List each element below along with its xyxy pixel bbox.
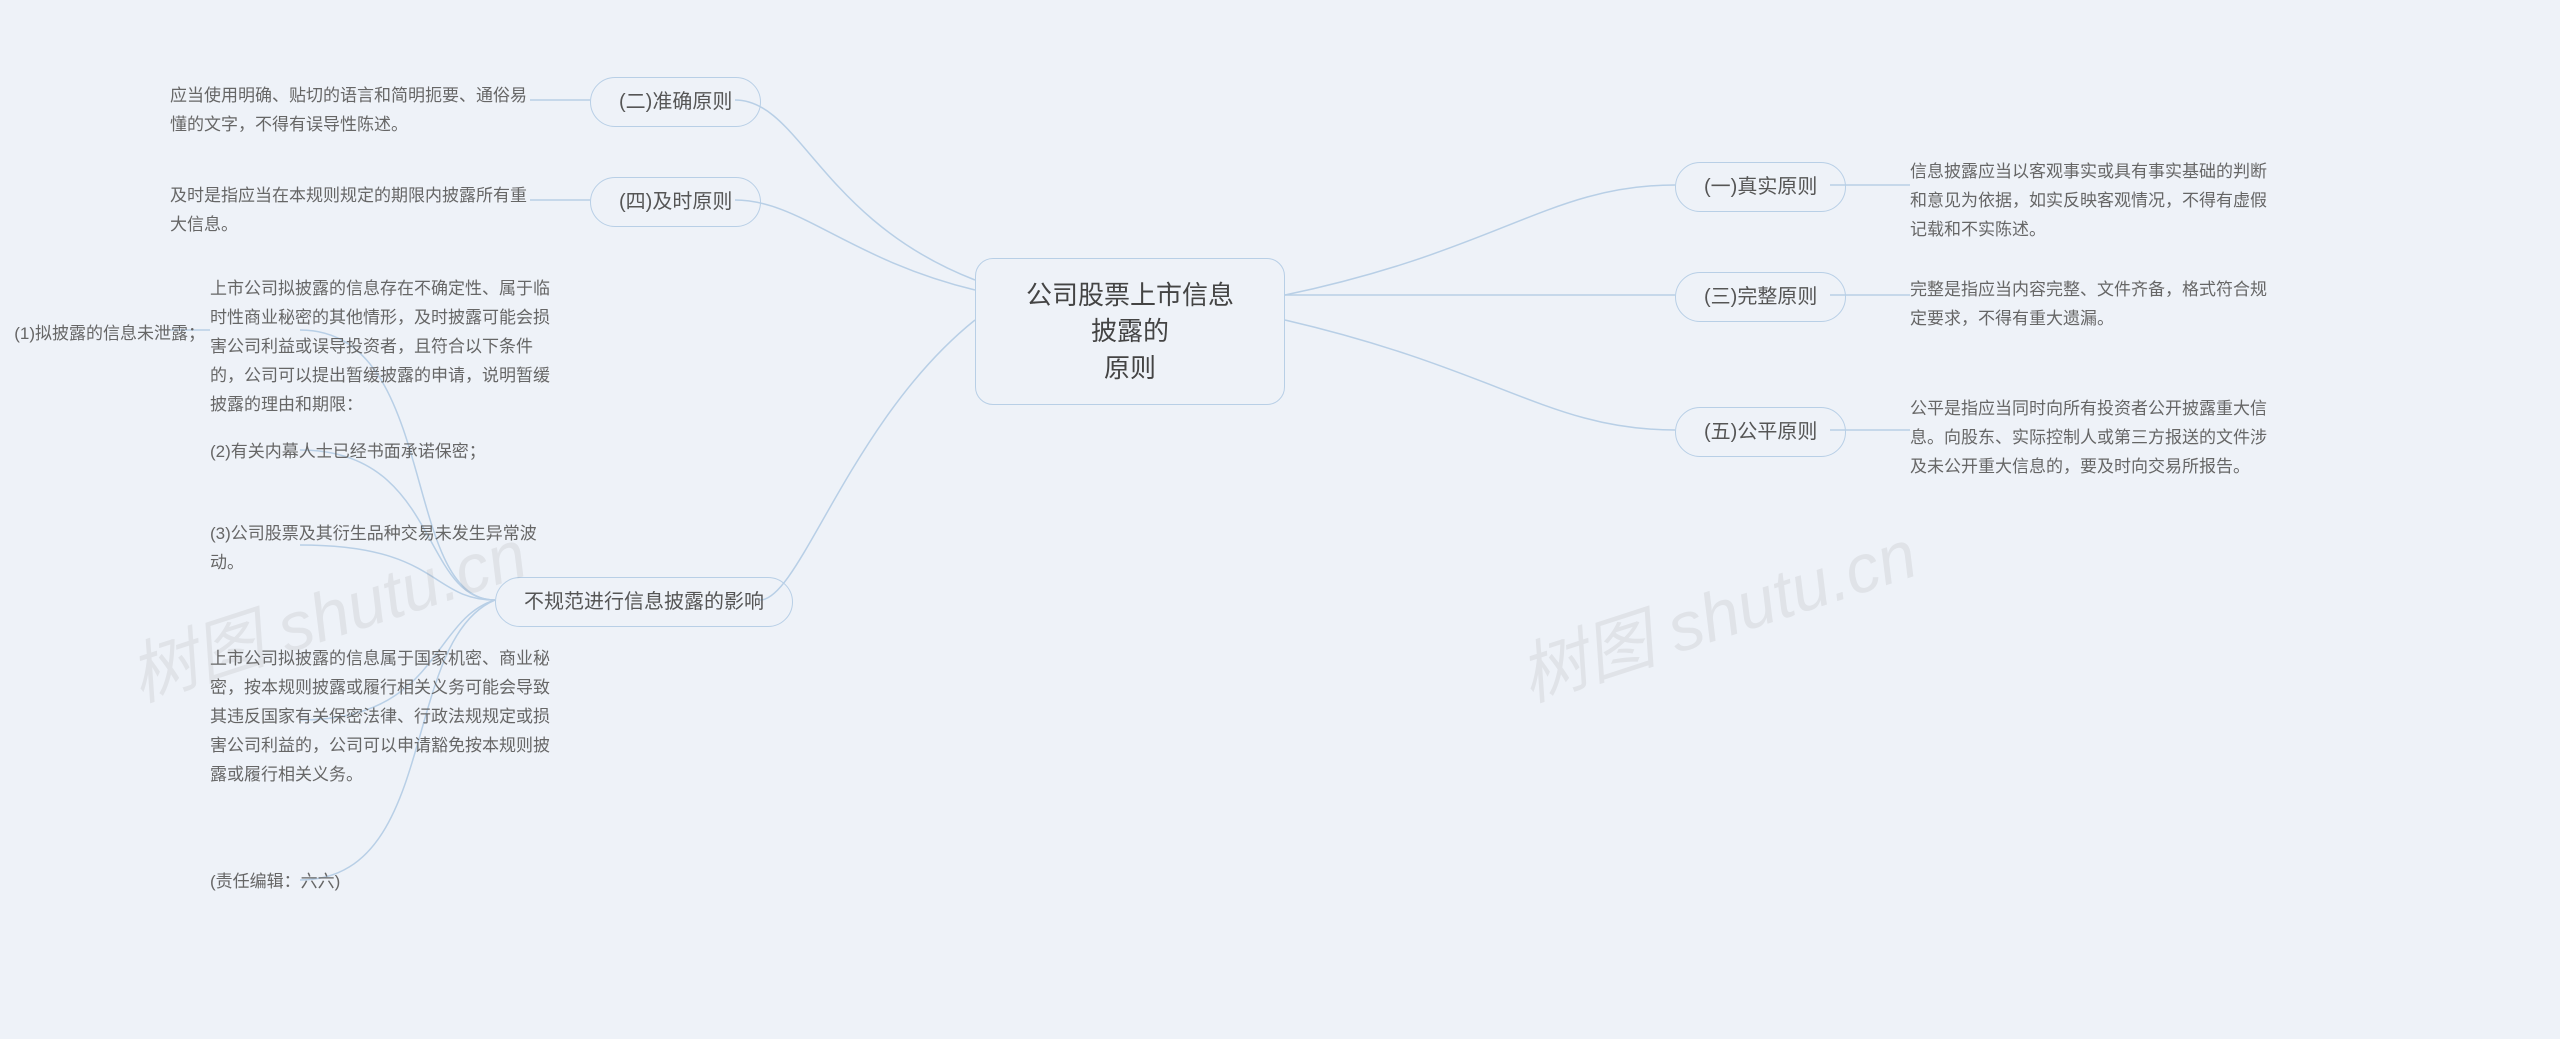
branch-left-0-label: (二)准确原则 <box>619 91 732 113</box>
leaf-left-0: 应当使用明确、贴切的语言和简明扼要、通俗易懂的文字，不得有误导性陈述。 <box>170 82 530 140</box>
branch-left-2-label: 不规范进行信息披露的影响 <box>524 591 764 613</box>
branch-right-0-label: (一)真实原则 <box>1704 176 1817 198</box>
leaf-right-2: 公平是指应当同时向所有投资者公开披露重大信息。向股东、实际控制人或第三方报送的文… <box>1910 395 2280 482</box>
branch-right-2-label: (五)公平原则 <box>1704 421 1817 443</box>
branch-right-0: (一)真实原则 <box>1675 162 1846 212</box>
branch-right-1-label: (三)完整原则 <box>1704 286 1817 308</box>
root-label-line2: 原则 <box>1016 350 1244 386</box>
leaf-left-2-child-0-sub-text: (1)拟披露的信息未泄露； <box>14 324 205 343</box>
leaf-left-1-text: 及时是指应当在本规则规定的期限内披露所有重大信息。 <box>170 186 527 234</box>
leaf-left-2-child-0-text: 上市公司拟披露的信息存在不确定性、属于临时性商业秘密的其他情形，及时披露可能会损… <box>210 279 550 414</box>
watermark-1: 树图 shutu.cn <box>1505 499 1927 720</box>
leaf-left-2-child-0: 上市公司拟披露的信息存在不确定性、属于临时性商业秘密的其他情形，及时披露可能会损… <box>210 275 550 419</box>
leaf-left-2-child-4-text: (责任编辑：六六) <box>210 872 340 891</box>
leaf-left-2-child-3: 上市公司拟披露的信息属于国家机密、商业秘密，按本规则披露或履行相关义务可能会导致… <box>210 645 550 789</box>
branch-right-1: (三)完整原则 <box>1675 272 1846 322</box>
leaf-left-0-text: 应当使用明确、贴切的语言和简明扼要、通俗易懂的文字，不得有误导性陈述。 <box>170 86 527 134</box>
watermark-1-text: 树图 shutu.cn <box>1510 516 1925 716</box>
leaf-left-2-child-1-text: (2)有关内幕人士已经书面承诺保密； <box>210 442 486 461</box>
leaf-right-0: 信息披露应当以客观事实或具有事实基础的判断和意见为依据，如实反映客观情况，不得有… <box>1910 158 2280 245</box>
leaf-right-0-text: 信息披露应当以客观事实或具有事实基础的判断和意见为依据，如实反映客观情况，不得有… <box>1910 162 2267 239</box>
leaf-left-2-child-1: (2)有关内幕人士已经书面承诺保密； <box>210 438 550 467</box>
leaf-right-2-text: 公平是指应当同时向所有投资者公开披露重大信息。向股东、实际控制人或第三方报送的文… <box>1910 399 2267 476</box>
leaf-left-1: 及时是指应当在本规则规定的期限内披露所有重大信息。 <box>170 182 530 240</box>
branch-left-2: 不规范进行信息披露的影响 <box>495 577 793 627</box>
leaf-left-2-child-4: (责任编辑：六六) <box>210 868 550 897</box>
leaf-left-2-child-2: (3)公司股票及其衍生品种交易未发生异常波动。 <box>210 520 550 578</box>
leaf-left-2-child-2-text: (3)公司股票及其衍生品种交易未发生异常波动。 <box>210 524 537 572</box>
root-label-line1: 公司股票上市信息披露的 <box>1016 277 1244 350</box>
leaf-right-1-text: 完整是指应当内容完整、文件齐备，格式符合规定要求，不得有重大遗漏。 <box>1910 280 2267 328</box>
branch-left-0: (二)准确原则 <box>590 77 761 127</box>
leaf-left-2-child-3-text: 上市公司拟披露的信息属于国家机密、商业秘密，按本规则披露或履行相关义务可能会导致… <box>210 649 550 784</box>
branch-left-1-label: (四)及时原则 <box>619 191 732 213</box>
leaf-right-1: 完整是指应当内容完整、文件齐备，格式符合规定要求，不得有重大遗漏。 <box>1910 276 2280 334</box>
branch-left-1: (四)及时原则 <box>590 177 761 227</box>
leaf-left-2-child-0-sub: (1)拟披露的信息未泄露； <box>5 320 205 349</box>
root-node: 公司股票上市信息披露的 原则 <box>975 258 1285 405</box>
branch-right-2: (五)公平原则 <box>1675 407 1846 457</box>
